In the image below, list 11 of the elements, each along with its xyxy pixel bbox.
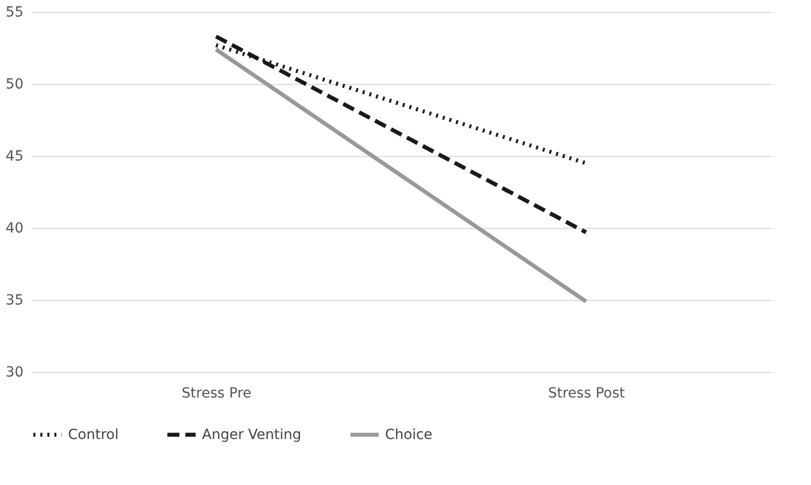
x-tick-label: Stress Post [548,386,626,402]
y-tick-label: 45 [6,148,24,164]
y-tick-label: 50 [6,76,24,92]
y-tick-label: 40 [6,220,24,236]
legend-label: Control [68,426,119,443]
y-tick-label: 55 [6,4,24,20]
y-tick-label: 30 [6,364,24,380]
y-tick-label: 35 [6,292,24,308]
x-tick-label: Stress Pre [182,386,252,402]
legend-label: Choice [385,426,432,443]
legend-label: Anger Venting [202,426,302,443]
